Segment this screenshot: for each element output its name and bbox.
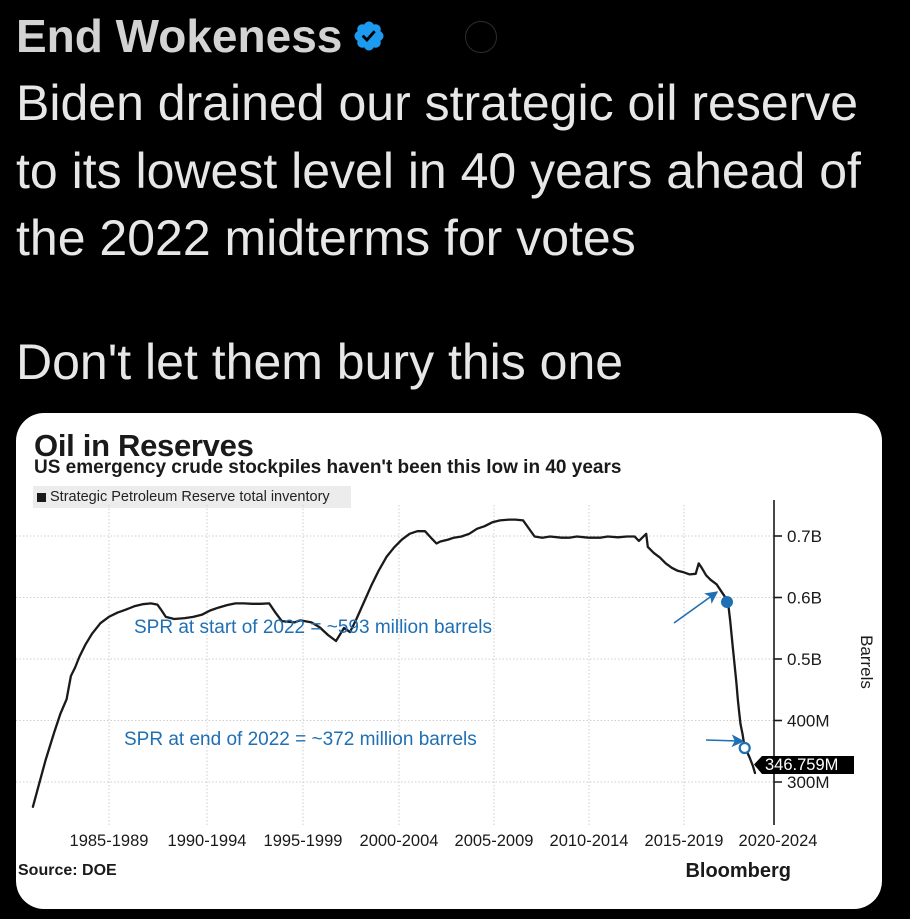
svg-text:2010-2014: 2010-2014 bbox=[550, 832, 629, 850]
svg-text:346.759M: 346.759M bbox=[765, 756, 838, 774]
svg-text:Source: DOE: Source: DOE bbox=[18, 862, 117, 879]
svg-text:400M: 400M bbox=[787, 712, 830, 731]
svg-text:300M: 300M bbox=[787, 773, 830, 792]
svg-text:1985-1989: 1985-1989 bbox=[70, 832, 149, 850]
svg-text:1995-1999: 1995-1999 bbox=[264, 832, 343, 850]
svg-text:2000-2004: 2000-2004 bbox=[360, 832, 439, 850]
svg-text:2005-2009: 2005-2009 bbox=[455, 832, 534, 850]
svg-text:1990-1994: 1990-1994 bbox=[168, 832, 247, 850]
svg-text:0.5B: 0.5B bbox=[787, 650, 822, 669]
svg-text:0.7B: 0.7B bbox=[787, 527, 822, 546]
svg-text:2015-2019: 2015-2019 bbox=[645, 832, 724, 850]
svg-text:SPR at end of 2022 = ~372 mill: SPR at end of 2022 = ~372 million barrel… bbox=[124, 729, 477, 750]
svg-text:2020-2024: 2020-2024 bbox=[739, 832, 818, 850]
svg-text:Barrels: Barrels bbox=[857, 635, 876, 689]
svg-text:SPR at start of 2022 = ~593 mi: SPR at start of 2022 = ~593 million barr… bbox=[134, 617, 492, 638]
svg-text:0.6B: 0.6B bbox=[787, 589, 822, 608]
svg-text:Bloomberg: Bloomberg bbox=[685, 860, 791, 882]
